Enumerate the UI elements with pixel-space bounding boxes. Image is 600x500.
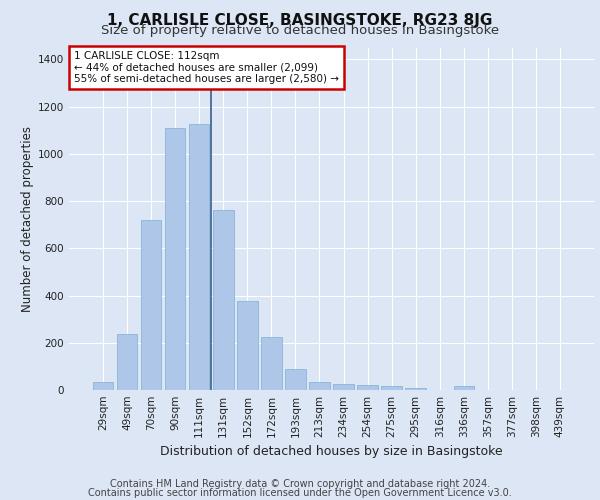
X-axis label: Distribution of detached houses by size in Basingstoke: Distribution of detached houses by size … xyxy=(160,446,503,458)
Text: Contains HM Land Registry data © Crown copyright and database right 2024.: Contains HM Land Registry data © Crown c… xyxy=(110,479,490,489)
Bar xyxy=(358,386,378,390)
Bar xyxy=(382,386,402,390)
Bar xyxy=(334,384,354,390)
Bar xyxy=(189,124,209,390)
Bar xyxy=(117,334,137,390)
Bar xyxy=(93,382,113,390)
Text: Size of property relative to detached houses in Basingstoke: Size of property relative to detached ho… xyxy=(101,24,499,37)
Bar xyxy=(141,220,161,390)
Y-axis label: Number of detached properties: Number of detached properties xyxy=(21,126,34,312)
Bar xyxy=(165,128,185,390)
Bar xyxy=(454,386,474,390)
Bar xyxy=(309,382,329,390)
Bar xyxy=(261,337,281,390)
Bar xyxy=(285,368,305,390)
Text: 1 CARLISLE CLOSE: 112sqm
← 44% of detached houses are smaller (2,099)
55% of sem: 1 CARLISLE CLOSE: 112sqm ← 44% of detach… xyxy=(74,51,339,84)
Bar xyxy=(213,210,233,390)
Text: Contains public sector information licensed under the Open Government Licence v3: Contains public sector information licen… xyxy=(88,488,512,498)
Bar xyxy=(406,388,426,390)
Text: 1, CARLISLE CLOSE, BASINGSTOKE, RG23 8JG: 1, CARLISLE CLOSE, BASINGSTOKE, RG23 8JG xyxy=(107,12,493,28)
Bar xyxy=(237,302,257,390)
